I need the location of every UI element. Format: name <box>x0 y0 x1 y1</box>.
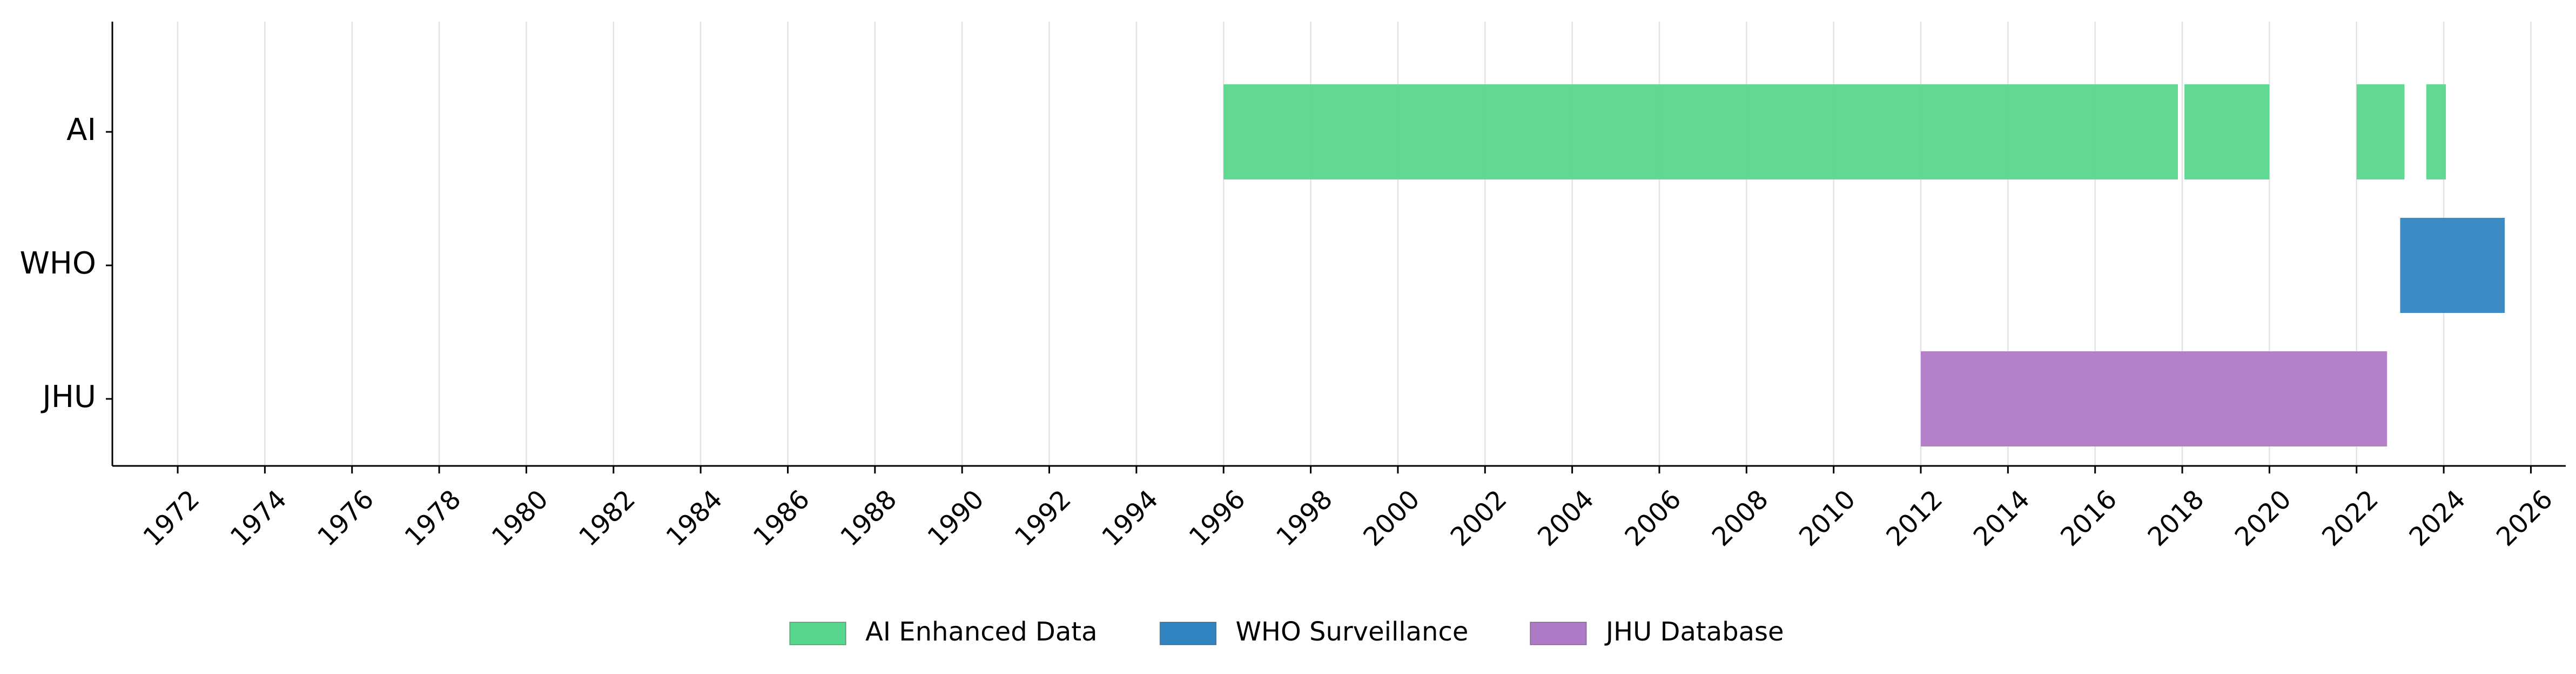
axes <box>111 22 2566 467</box>
y-tick-label-ai: AI <box>66 112 96 148</box>
legend-label-who-surveillance: WHO Surveillance <box>1235 617 1468 647</box>
legend-swatch-jhu-database <box>1529 622 1587 645</box>
x-tick-label-1992: 1992 <box>1009 484 1077 552</box>
y-axis-ticks: AI WHO JHU <box>19 112 112 415</box>
legend-swatch-who-surveillance <box>1159 622 1217 645</box>
x-tick-label-1974: 1974 <box>225 484 293 552</box>
x-tick-label-1986: 1986 <box>748 484 816 552</box>
x-tick-label-1988: 1988 <box>835 484 903 552</box>
x-tick-label-2012: 2012 <box>1880 484 1948 552</box>
x-tick-label-1982: 1982 <box>573 484 641 552</box>
y-tick-label-who: WHO <box>19 246 96 281</box>
x-tick-label-2016: 2016 <box>2055 484 2123 552</box>
x-tick-label-1990: 1990 <box>922 484 990 552</box>
x-tick-label-1978: 1978 <box>399 484 467 552</box>
x-axis-ticks: 1972 1974 1976 1978 1980 1982 1984 1986 1988 1990… <box>137 466 2559 552</box>
x-tick-label-2018: 2018 <box>2142 484 2210 552</box>
x-tick-label-2006: 2006 <box>1619 484 1687 552</box>
bar-ai-2 <box>2356 84 2405 179</box>
legend: AI Enhanced Data WHO Surveillance JHU Data… <box>789 617 1784 647</box>
x-tick-label-2004: 2004 <box>1532 484 1600 552</box>
legend-label-ai-enhanced-data: AI Enhanced Data <box>865 617 1098 647</box>
bar-ai-1 <box>2184 84 2270 179</box>
x-tick-label-1980: 1980 <box>486 484 554 552</box>
legend-label-jhu-database: JHU Database <box>1604 617 1784 647</box>
timeline-bars <box>1223 84 2505 446</box>
x-tick-label-1996: 1996 <box>1183 484 1252 552</box>
bar-ai-0 <box>1223 84 2178 179</box>
x-tick-label-2010: 2010 <box>1793 484 1861 552</box>
x-tick-label-1976: 1976 <box>312 484 380 552</box>
legend-swatch-ai-enhanced-data <box>789 622 847 645</box>
x-tick-label-2020: 2020 <box>2229 484 2297 552</box>
x-tick-label-2008: 2008 <box>1706 484 1774 552</box>
y-tick-label-jhu: JHU <box>41 379 96 415</box>
x-tick-label-2022: 2022 <box>2316 484 2384 552</box>
bar-ai-3 <box>2426 84 2446 179</box>
bar-jhu-0 <box>1921 351 2387 446</box>
x-tick-label-2000: 2000 <box>1357 484 1425 552</box>
x-tick-label-1984: 1984 <box>661 484 729 552</box>
x-tick-label-1998: 1998 <box>1270 484 1339 552</box>
x-tick-label-1972: 1972 <box>137 484 205 552</box>
x-tick-label-2026: 2026 <box>2491 484 2559 552</box>
x-tick-label-1994: 1994 <box>1096 484 1164 552</box>
bar-who-0 <box>2400 218 2505 313</box>
x-tick-label-2002: 2002 <box>1445 484 1513 552</box>
x-tick-label-2024: 2024 <box>2404 484 2472 552</box>
x-tick-label-2014: 2014 <box>1968 484 2036 552</box>
